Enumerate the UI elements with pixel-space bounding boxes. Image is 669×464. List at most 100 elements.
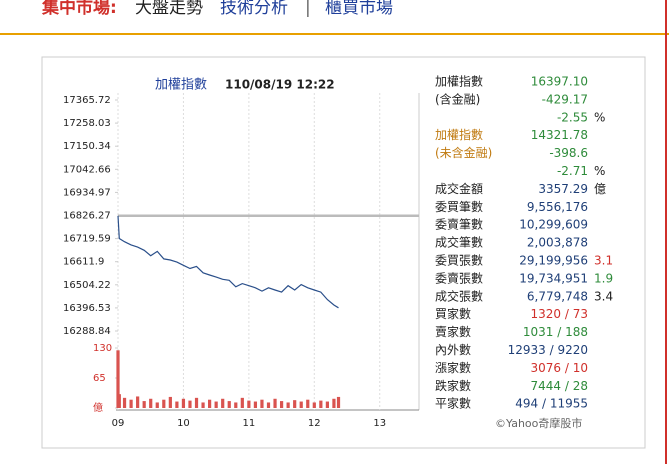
stat-label: 委賣筆數 [435, 217, 483, 232]
header-link[interactable]: 技術分析 [220, 0, 288, 18]
volume-bar [221, 398, 225, 408]
stat-label: (含金融) [435, 91, 480, 106]
volume-bar [129, 399, 133, 408]
volume-bar [299, 401, 303, 408]
stat-value: 16397.10 [531, 75, 588, 89]
y-tick-label: 16611.9 [63, 257, 104, 268]
stat-value: -398.6 [549, 146, 588, 160]
volume-bar [201, 402, 205, 408]
y-tick-label: 16504.22 [63, 280, 111, 291]
stat-label: 加權指數 [435, 127, 483, 142]
stat-label: (未含金融) [435, 145, 492, 160]
stat-value: 7444 / 28 [531, 379, 588, 393]
volume-bar [214, 401, 218, 408]
volume-bar [286, 402, 290, 408]
volume-bar [234, 402, 238, 408]
y-tick-label: 17258.03 [63, 118, 111, 129]
x-tick-label: 09 [112, 418, 125, 429]
volume-bar [122, 397, 127, 408]
stat-label: 平家數 [435, 396, 471, 411]
credit: ©Yahoo奇摩股市 [495, 416, 582, 430]
y-tick-label: 16396.53 [63, 303, 111, 314]
volume-bar [279, 401, 284, 408]
y-tick-label: 17365.72 [63, 95, 111, 106]
volume-bar [260, 399, 264, 408]
volume-tick-label: 65 [93, 373, 106, 384]
volume-bar [208, 399, 212, 408]
stat-value: 14321.78 [531, 128, 588, 142]
volume-bar [253, 401, 258, 408]
stat-label: 加權指數 [435, 74, 483, 89]
y-tick-label: 16288.84 [63, 326, 111, 337]
stat-label: 漲家數 [435, 360, 471, 375]
volume-bar [117, 394, 121, 408]
stat-value: 9,556,176 [527, 200, 588, 214]
stat-value: 19,734,951 [519, 271, 588, 285]
stat-label: 跌家數 [435, 378, 471, 393]
volume-bar [273, 398, 277, 408]
header-link[interactable]: 櫃買市場 [325, 0, 393, 18]
stat-extra: 億 [594, 182, 606, 196]
volume-bar [293, 400, 297, 408]
x-tick-label: 11 [243, 418, 256, 429]
volume-bar [194, 397, 199, 408]
volume-bar [162, 399, 166, 408]
stat-extra: 1.9 [594, 271, 613, 285]
volume-bar [336, 396, 341, 408]
chart-timestamp: 110/08/19 12:22 [225, 78, 335, 92]
volume-bar [332, 398, 336, 408]
stat-value: -2.55 [557, 110, 588, 124]
chart-title: 加權指數 [155, 78, 207, 93]
y-tick-label: 16719.59 [63, 234, 111, 245]
stat-value: 10,299,609 [519, 218, 588, 232]
header-subtitle: 大盤走勢 [135, 0, 203, 18]
stat-value: 12933 / 9220 [508, 343, 588, 357]
stat-value: -429.17 [542, 92, 588, 106]
volume-bar [142, 401, 146, 408]
stat-extra: % [594, 164, 605, 178]
stat-label: 成交筆數 [435, 235, 483, 250]
volume-bar [266, 402, 271, 408]
stat-value: 494 / 11955 [515, 397, 588, 411]
volume-bar [312, 402, 316, 408]
stat-label: 委買筆數 [435, 200, 483, 214]
volume-bar [149, 398, 153, 408]
stat-label: 成交金額 [435, 181, 483, 196]
y-tick-label: 17042.66 [63, 164, 111, 175]
volume-bar [175, 401, 179, 408]
volume-bar [168, 396, 172, 408]
stat-value: 29,199,956 [519, 254, 588, 268]
stat-value: 1320 / 73 [531, 307, 588, 321]
stat-extra: 3.1 [594, 254, 613, 268]
stat-value: 2,003,878 [527, 236, 588, 250]
panel [41, 56, 646, 449]
volume-bar [116, 350, 120, 408]
stat-value: 6,779,748 [527, 289, 588, 303]
header-separator: | [305, 0, 311, 18]
volume-bar [240, 397, 244, 408]
stat-label: 委賣張數 [435, 270, 483, 285]
y-tick-label: 16826.27 [63, 211, 111, 222]
volume-bar [247, 400, 251, 408]
volume-bar [325, 401, 329, 408]
stat-value: 3076 / 10 [531, 361, 588, 375]
volume-tick-label: 億 [93, 401, 103, 414]
stat-label: 賣家數 [435, 324, 471, 339]
volume-bar [181, 398, 186, 408]
y-tick-label: 17150.34 [63, 141, 111, 152]
price-line [117, 215, 339, 309]
volume-bar [155, 402, 159, 408]
stat-label: 委買張數 [435, 254, 483, 268]
header-title: 集中市場: [41, 0, 117, 18]
stat-extra: 3.4 [594, 289, 613, 303]
stat-value: -2.71 [557, 164, 588, 178]
stat-extra: % [594, 110, 605, 124]
stat-value: 3357.29 [538, 182, 588, 196]
volume-bar [227, 401, 231, 408]
y-tick-label: 16934.97 [63, 187, 111, 198]
stat-label: 買家數 [435, 306, 471, 321]
stat-value: 1031 / 188 [523, 325, 588, 339]
volume-bar [136, 396, 140, 408]
